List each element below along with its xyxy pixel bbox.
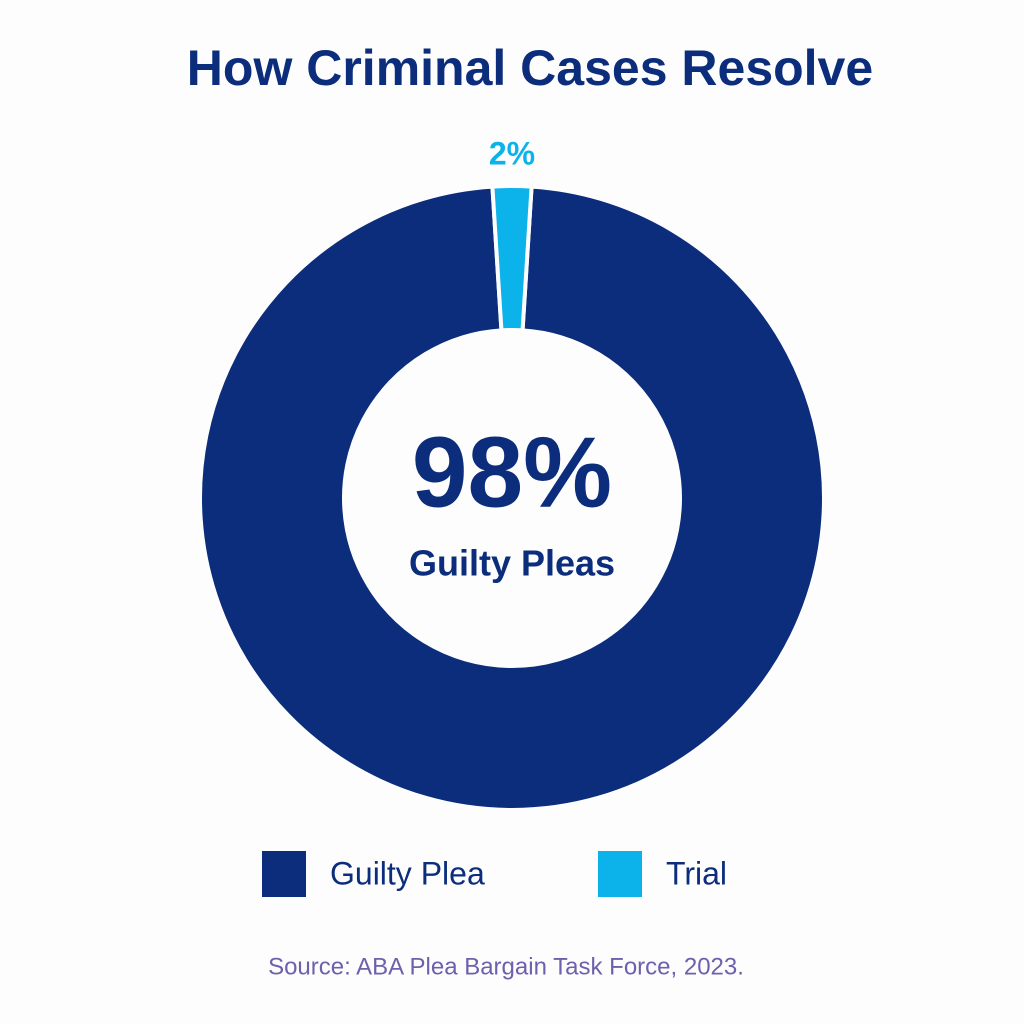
center-value-label: 98%	[412, 416, 612, 528]
legend-swatch	[262, 851, 306, 897]
legend-swatch	[598, 851, 642, 897]
legend-label: Trial	[666, 855, 727, 891]
donut-slice	[490, 184, 534, 333]
center-label: Guilty Pleas	[409, 543, 615, 584]
donut-slice	[198, 184, 826, 812]
value-label: 2%	[489, 135, 535, 171]
source-note: Source: ABA Plea Bargain Task Force, 202…	[268, 953, 744, 980]
chart-title: How Criminal Cases Resolve	[187, 40, 873, 96]
legend-label: Guilty Plea	[330, 855, 485, 891]
